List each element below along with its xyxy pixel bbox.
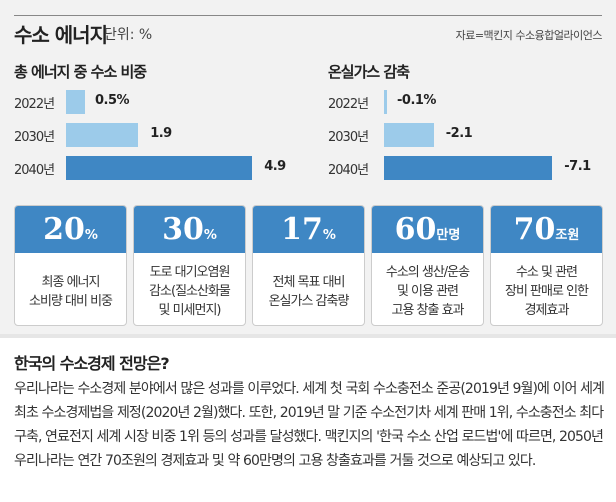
- stat-unit: %: [84, 228, 98, 243]
- stat-value: 30%: [134, 206, 245, 253]
- bar: [384, 156, 553, 180]
- category-label: 2030년: [14, 130, 55, 145]
- bar: [66, 90, 85, 114]
- bar-row: 2030년 1.9: [14, 123, 294, 147]
- bar-row: 2040년 -7.1: [328, 156, 608, 180]
- data-label: 1.9: [150, 126, 172, 141]
- stat-unit: 조원: [555, 228, 580, 243]
- data-label: -7.1: [564, 159, 591, 174]
- stat-unit: 만명: [436, 228, 461, 243]
- category-label: 2022년: [328, 97, 369, 112]
- bar-row: 2040년 4.9: [14, 156, 294, 180]
- description-line: 및 미세먼지): [158, 303, 221, 318]
- bar: [384, 90, 387, 114]
- category-label: 2040년: [328, 163, 369, 178]
- unit-label: 단위: %: [104, 27, 153, 43]
- bar-row: 2022년 -0.1%: [328, 90, 608, 114]
- bar-row: 2030년 -2.1: [328, 123, 608, 147]
- description-line: 경제효과: [524, 303, 570, 318]
- stat-number: 30: [162, 212, 204, 247]
- top-rule: [14, 15, 602, 16]
- infographic-title: 수소 에너지: [14, 23, 108, 47]
- article-title: 한국의 수소경제 전망은?: [14, 354, 170, 373]
- stat-unit: %: [322, 228, 336, 243]
- stat-value: 60만명: [372, 206, 483, 253]
- description-line: 도로 대기오염원: [149, 265, 231, 280]
- chart-title-share: 총 에너지 중 수소 비중: [14, 63, 147, 81]
- bar: [384, 123, 434, 147]
- data-label: -0.1%: [397, 93, 436, 108]
- stat-unit: %: [203, 228, 217, 243]
- description-line: 장비 판매로 인한: [505, 284, 589, 299]
- description-line: 수소 및 관련: [515, 265, 578, 280]
- section-divider: [0, 334, 616, 338]
- chart-title-ghg: 온실가스 감축: [328, 63, 410, 81]
- description-line: 최종 에너지: [41, 275, 101, 290]
- bar-row: 2022년 0.5%: [14, 90, 294, 114]
- stat-value: 20%: [15, 206, 126, 253]
- description-line: 온실가스 감축량: [268, 294, 350, 309]
- data-label: 0.5%: [95, 93, 130, 108]
- stat-number: 17: [281, 212, 323, 247]
- source-label: 자료=맥킨지 수소융합얼라이언스: [455, 29, 603, 42]
- bar: [66, 123, 139, 147]
- stat-number: 70: [513, 212, 556, 247]
- description-line: 전체 목표 대비: [272, 275, 345, 290]
- bar: [66, 156, 253, 180]
- description-line: 감소(질소산화물: [149, 284, 231, 299]
- stat-number: 20: [43, 212, 85, 247]
- stat-value: 17%: [253, 206, 364, 253]
- description-line: 고용 창출 효과: [391, 303, 464, 318]
- stat-value: 70조원: [491, 206, 602, 253]
- article-body: 우리나라는 수소경제 분야에서 많은 성과를 이루었다. 세계 첫 국회 수소충…: [14, 381, 605, 469]
- description-line: 및 이용 관련: [396, 284, 459, 299]
- data-label: 4.9: [264, 159, 286, 174]
- description-line: 수소의 생산/운송: [385, 265, 470, 280]
- category-label: 2022년: [14, 97, 55, 112]
- stat-number: 60: [394, 212, 437, 247]
- category-label: 2040년: [14, 163, 55, 178]
- description-line: 소비량 대비 비중: [29, 294, 113, 309]
- data-label: -2.1: [445, 126, 473, 141]
- category-label: 2030년: [328, 130, 369, 145]
